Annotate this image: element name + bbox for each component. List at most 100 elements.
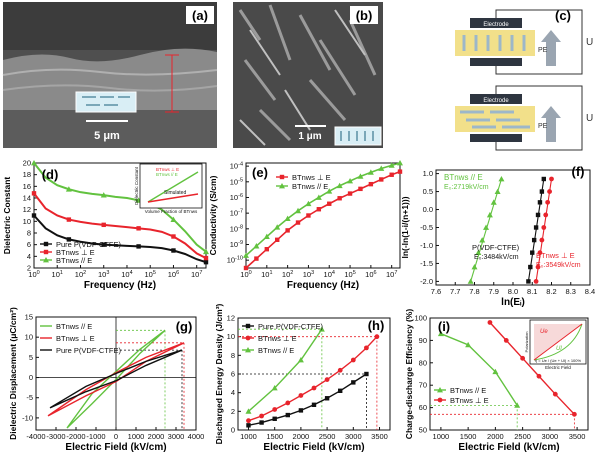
x-axis-title: Frequency (Hz) bbox=[287, 280, 359, 291]
nanowire-film-inset-icon bbox=[75, 91, 137, 113]
data-point bbox=[479, 237, 486, 243]
x-tick-label: 2000 bbox=[148, 432, 165, 441]
data-point bbox=[315, 194, 322, 200]
x-tick-label: 3500 bbox=[371, 432, 388, 441]
series-line bbox=[33, 192, 207, 259]
data-point bbox=[520, 355, 526, 361]
legend-marker bbox=[437, 387, 443, 393]
data-point bbox=[533, 225, 539, 230]
legend-label: Pure P(VDF-CTFE) bbox=[56, 240, 122, 249]
schematic-panel: (c) Electrode PE U Electrode bbox=[455, 8, 593, 151]
data-point bbox=[492, 368, 499, 375]
x-tick-label: 0 bbox=[114, 432, 118, 441]
data-point bbox=[379, 177, 384, 182]
data-point bbox=[549, 176, 554, 182]
x-axis-title: Electric Field (kV/cm) bbox=[458, 442, 559, 453]
legend-label: BTnws // E bbox=[258, 346, 294, 355]
x-tick-label: 100 bbox=[240, 270, 251, 279]
circuit-wire bbox=[495, 85, 583, 151]
y-tick-label: 10 bbox=[227, 332, 235, 341]
legend-label: BTnws // E bbox=[450, 386, 486, 395]
y-tick-label: 10-10 bbox=[227, 256, 243, 265]
series-name: P(VDF-CTFE) bbox=[472, 243, 520, 252]
y-tick-label: 5 bbox=[29, 353, 33, 362]
inset-legend: BTnws // E bbox=[156, 172, 178, 177]
polarization-arrow-icon bbox=[541, 30, 561, 66]
electrode-bottom bbox=[470, 58, 522, 66]
x-tick-label: 8.3 bbox=[566, 287, 576, 296]
data-point bbox=[203, 259, 209, 265]
data-point bbox=[246, 418, 251, 424]
data-point bbox=[357, 173, 364, 179]
x-tick-label: 101 bbox=[52, 270, 63, 279]
series-line bbox=[33, 214, 207, 264]
electrode-label: Electrode bbox=[483, 22, 509, 28]
data-point bbox=[547, 189, 552, 194]
x-tick-label: 8.1 bbox=[527, 287, 537, 296]
sem-film-a bbox=[3, 48, 217, 110]
scale-bar-label-b: 1 μm bbox=[298, 131, 321, 142]
data-point bbox=[368, 181, 374, 187]
data-point bbox=[316, 207, 322, 212]
y-tick-label: 20 bbox=[23, 159, 31, 168]
y-tick-label: -1.0 bbox=[420, 241, 433, 250]
inset-xlabel: Volume Fraction of BTnws bbox=[145, 209, 198, 214]
data-point bbox=[326, 188, 333, 194]
data-point bbox=[465, 341, 472, 348]
y-axis-title: ln(-ln(1-i/(n+1))) bbox=[400, 196, 410, 258]
data-point bbox=[295, 220, 301, 225]
data-point bbox=[358, 186, 363, 192]
data-point bbox=[272, 407, 278, 412]
data-point bbox=[203, 248, 209, 255]
y-tick-label: 12 bbox=[23, 205, 31, 214]
y-tick-label: 90 bbox=[419, 336, 427, 345]
data-point bbox=[285, 228, 290, 233]
x-tick-label: 1000 bbox=[240, 432, 257, 441]
series-annotation: E₀:3484kV/cm bbox=[474, 254, 519, 261]
data-point bbox=[253, 243, 260, 249]
scale-bar-label-a: 5 μm bbox=[94, 130, 120, 142]
x-tick-label: 2000 bbox=[293, 432, 310, 441]
y-axis-title: Conductivity (S/cm) bbox=[208, 175, 218, 255]
sem-substrate-a bbox=[3, 110, 217, 148]
data-point bbox=[351, 380, 356, 385]
y-tick-label: 0.0 bbox=[423, 205, 433, 214]
legend-label: BTnws // E bbox=[56, 322, 92, 331]
data-point bbox=[327, 201, 332, 206]
data-point bbox=[272, 416, 277, 421]
panel-label-bg bbox=[350, 6, 378, 24]
x-tick-label: 104 bbox=[324, 270, 335, 279]
dielectric-film bbox=[455, 30, 535, 56]
data-point bbox=[66, 237, 72, 242]
data-point bbox=[100, 192, 107, 198]
data-point bbox=[324, 396, 330, 401]
panel-label: (g) bbox=[176, 319, 193, 334]
electrode-bottom bbox=[470, 134, 522, 142]
x-axis-title: Electric Field (kV/cm) bbox=[65, 442, 166, 453]
fit-line bbox=[470, 178, 502, 282]
data-point bbox=[397, 160, 403, 166]
data-point bbox=[467, 278, 474, 284]
x-tick-label: -3000 bbox=[46, 432, 65, 441]
data-point bbox=[297, 357, 304, 363]
x-tick-label: -2000 bbox=[66, 432, 85, 441]
legend-label: Pure P(VDF-CTFE) bbox=[258, 322, 324, 331]
legend-marker bbox=[279, 174, 285, 180]
polarization-arrow-icon bbox=[541, 106, 561, 142]
data-point bbox=[285, 412, 290, 418]
y-tick-label: 10-9 bbox=[230, 240, 243, 249]
panel-label: (h) bbox=[368, 318, 385, 333]
y-tick-label: 12 bbox=[227, 314, 235, 323]
data-point bbox=[397, 169, 403, 174]
y-tick-label: 10 bbox=[23, 217, 31, 226]
x-axis-title: Frequency (Hz) bbox=[84, 280, 156, 291]
inset-line bbox=[533, 323, 583, 361]
electrode-top bbox=[470, 18, 522, 28]
nanowire-film-inset-icon bbox=[334, 126, 382, 146]
y-tick-label: 10-5 bbox=[230, 177, 243, 186]
chart-h-energy-density: 1000 1500 2000 2500 3000 3500 0 2 4 6 8 10 12 Electri… bbox=[214, 303, 391, 453]
pe-label: PE bbox=[538, 123, 548, 130]
data-point bbox=[31, 160, 37, 166]
data-point bbox=[101, 242, 106, 247]
